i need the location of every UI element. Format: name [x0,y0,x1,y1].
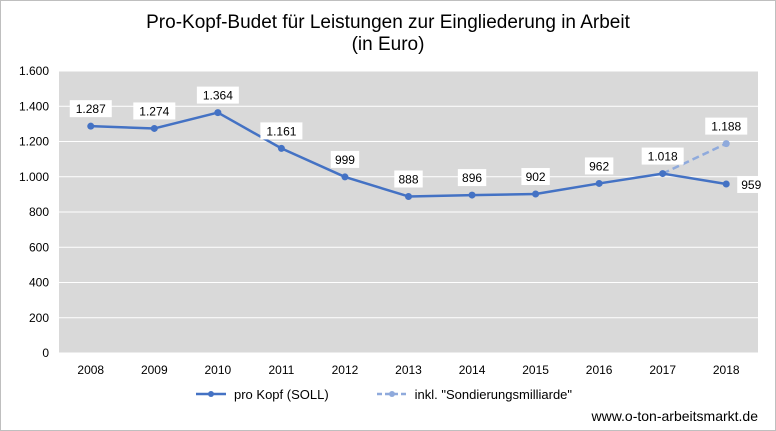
y-tick-label: 1.000 [19,170,49,184]
data-label: 1.018 [648,150,678,164]
data-label: 896 [462,171,482,185]
data-label-box [737,175,766,193]
legend-label-solid: pro Kopf (SOLL) [234,386,329,402]
x-tick-label: 2017 [649,363,676,377]
data-point [341,173,349,181]
chart-title-line: Pro-Kopf-Budet für Leistungen zur Eingli… [146,12,630,33]
y-tick-label: 200 [29,311,49,325]
x-tick-label: 2008 [77,363,104,377]
data-point [277,144,285,152]
y-tick-label: 1.600 [19,64,49,78]
data-label: 902 [526,170,546,184]
data-label-box [394,170,423,188]
legend-dashed-line-icon [376,391,407,397]
data-label: 1.364 [203,89,233,103]
data-label-box [584,157,614,175]
chart-subtitle: (in Euro) [351,34,425,55]
data-point [468,191,476,199]
x-tick-label: 2014 [459,363,486,377]
legend-solid-line-icon [196,391,226,397]
x-tick-label: 2015 [522,363,549,377]
data-label-box [521,168,550,186]
data-point [722,180,730,188]
y-tick-label: 1.400 [19,99,49,113]
legend-label-dashed: inkl. "Sondierungsmilliarde" [414,386,573,402]
x-tick-label: 2010 [205,363,232,377]
data-label-box [705,117,748,135]
data-point [659,170,667,178]
y-tick-label: 1.200 [19,135,49,149]
x-tick-label: 2011 [269,363,295,377]
data-label: 959 [741,178,761,192]
data-label-box [641,147,684,165]
source-url: www.o-ton-arbeitsmarkt.de [591,408,758,424]
legend-item-dashed: inkl. "Sondierungsmilliarde" [376,386,573,402]
data-label-box [457,169,487,187]
data-label: 1.274 [139,104,169,118]
x-tick-label: 2012 [332,363,359,377]
data-point [532,190,540,198]
data-label-box [133,102,176,120]
legend-item-solid: pro Kopf (SOLL) [196,387,329,402]
y-tick-label: 600 [29,240,49,254]
data-label-box [260,122,303,140]
data-label: 1.287 [76,102,106,116]
chart-legend: pro Kopf (SOLL) inkl. "Sondierungsmillia… [196,384,620,404]
data-point [214,109,222,117]
chart-title: Pro-Kopf-Budet für Leistungen zur Eingli… [0,12,776,56]
data-point-dashed [722,140,730,148]
x-tick-label: 2016 [586,363,613,377]
y-tick-label: 0 [42,346,49,360]
data-point [87,122,95,130]
data-label: 1.188 [711,120,741,134]
data-label: 962 [589,159,609,173]
data-label-box [69,100,112,118]
x-tick-label: 2009 [141,363,168,377]
data-label: 888 [398,172,418,186]
x-tick-label: 2013 [395,363,422,377]
data-label: 999 [335,153,355,167]
data-point [595,179,603,187]
data-label-box [196,86,239,104]
x-tick-label: 2018 [713,363,740,377]
y-tick-label: 400 [29,276,49,290]
data-label-box [330,150,360,168]
y-tick-label: 800 [29,205,49,219]
data-label: 1.161 [266,124,296,138]
data-point [150,124,158,132]
data-point [405,192,412,200]
series-line-dashed [662,142,727,175]
